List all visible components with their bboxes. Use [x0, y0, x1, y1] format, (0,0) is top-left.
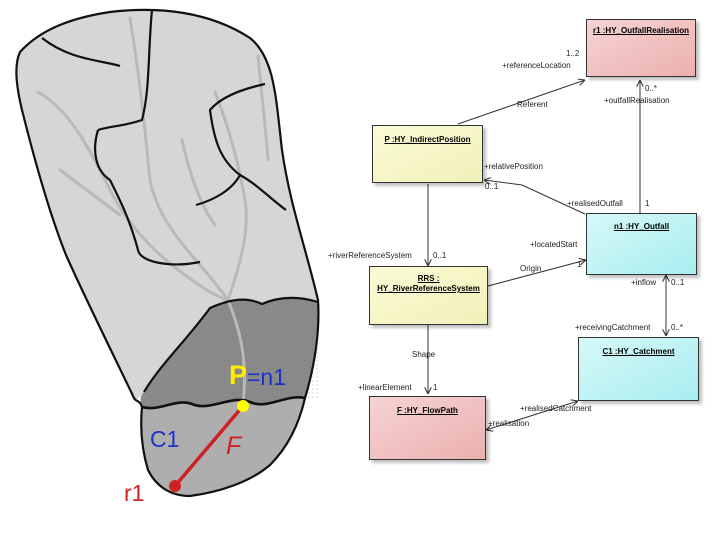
mult-0-1-position: 0..1	[485, 182, 499, 191]
edge-realisation	[486, 401, 578, 430]
stream-east	[213, 90, 248, 302]
stream-west-2	[58, 168, 122, 217]
point-p	[237, 400, 249, 412]
flowpath-line	[173, 404, 245, 488]
upper-catchment-area	[16, 9, 318, 400]
mult-1-linear: 1	[433, 383, 438, 392]
catchment-boundaries	[15, 8, 320, 498]
stream-main	[128, 16, 246, 406]
label-f: F	[226, 432, 242, 460]
label-origin: Origin	[520, 264, 542, 273]
point-r1	[169, 480, 181, 492]
mult-0-star-catchment: 0..*	[671, 323, 684, 332]
subdivide-3	[195, 82, 266, 207]
label-r1: r1	[124, 480, 145, 506]
label-c1: C1	[150, 426, 180, 452]
label-referent: Referent	[517, 100, 548, 109]
edge-origin	[487, 260, 586, 287]
box-catchment[interactable]: C1 :HY_Catchment	[578, 337, 699, 401]
box-outfall[interactable]: n1 :HY_Outfall	[586, 213, 697, 275]
subdivide-1	[41, 37, 121, 68]
box-flowpath[interactable]: F :HY_FlowPath	[369, 396, 486, 460]
stream-east-2	[180, 138, 217, 227]
box-catchment-title: C1 :HY_Catchment	[602, 347, 675, 356]
box-indirect-position-title: P :HY_IndirectPosition	[384, 135, 471, 144]
label-realised-outfall: +realisedOutfall	[567, 199, 623, 208]
label-river-reference-system-role: +riverReferenceSystem	[328, 251, 412, 260]
label-reference-location: +referenceLocation	[502, 61, 571, 70]
mult-0-star-realisation: 0..*	[645, 84, 658, 93]
label-outfall-realisation-role: +outfallRealisation	[604, 96, 670, 105]
label-realisation: +realisation	[488, 419, 530, 428]
mult-1-2: 1..2	[566, 49, 580, 58]
box-indirect-position[interactable]: P :HY_IndirectPosition	[372, 125, 483, 183]
lower-catchment-area	[141, 397, 305, 496]
mult-0-1-inflow: 0..1	[671, 278, 685, 287]
mult-1-outfall: 1	[645, 199, 650, 208]
label-linear-element: +linearElement	[358, 383, 412, 392]
middle-catchment-dots	[214, 302, 318, 400]
box-rrs-title-line2: HY_RiverReferenceSystem	[377, 284, 480, 293]
label-receiving-catchment: +receivingCatchment	[575, 323, 651, 332]
label-realised-catchment: +realisedCatchment	[520, 404, 592, 413]
box-river-reference-system[interactable]: RRS : HY_RiverReferenceSystem	[369, 266, 488, 325]
stream-northeast	[256, 54, 270, 162]
mult-1-start: 1	[577, 260, 582, 269]
label-shape: Shape	[412, 350, 436, 359]
box-rrs-title-line1: RRS :	[417, 274, 440, 283]
divide-upper-middle	[143, 296, 319, 393]
label-inflow: +inflow	[631, 278, 657, 287]
label-relative-position: +relativePosition	[484, 162, 543, 171]
divide-middle-lower	[141, 396, 306, 410]
edge-referent	[457, 80, 585, 125]
subdivide-4	[239, 174, 287, 211]
subdivide-2	[97, 9, 154, 132]
mult-0-1-rrs: 0..1	[433, 251, 447, 260]
label-p: P	[229, 360, 248, 390]
label-located-start: +locatedStart	[530, 240, 578, 249]
box-flowpath-title: F :HY_FlowPath	[397, 406, 458, 415]
box-outfall-title: n1 :HY_Outfall	[613, 222, 670, 231]
subdivide-5	[94, 129, 201, 266]
box-outfall-realisation-title: r1 :HY_OutfallRealisation	[592, 26, 690, 35]
label-n1: =n1	[247, 364, 287, 390]
box-outfall-realisation[interactable]: r1 :HY_OutfallRealisation	[586, 19, 696, 77]
outer-boundary	[15, 8, 320, 498]
edge-relative-position	[484, 180, 586, 215]
